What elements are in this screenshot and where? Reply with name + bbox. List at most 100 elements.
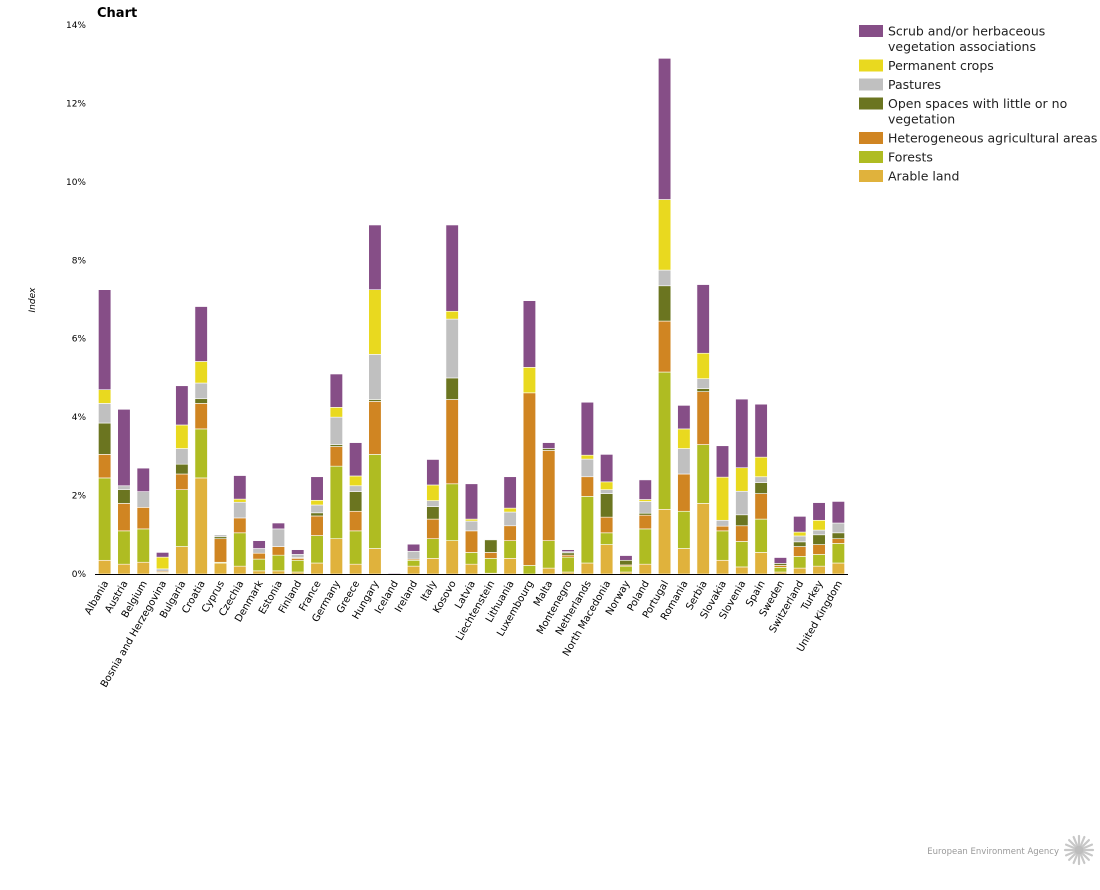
bar-albania-arable-land bbox=[98, 559, 112, 575]
bar-cyprus-heterogeneous-agricultural-areas bbox=[213, 538, 228, 563]
bar-hungary-forests bbox=[368, 454, 382, 549]
bar-belgium-scrub-and-or-herbaceous-vegetation-associations bbox=[136, 467, 150, 492]
bar-united-kingdom-open-spaces-with-little-or-no-vegetation bbox=[831, 532, 845, 540]
bar-poland-forests bbox=[638, 528, 652, 565]
bar-spain-heterogeneous-agricultural-areas bbox=[754, 493, 768, 520]
bar-bulgaria-arable-land bbox=[175, 546, 189, 575]
bar-france-scrub-and-or-herbaceous-vegetation-associations bbox=[310, 476, 324, 501]
bar-france-open-spaces-with-little-or-no-vegetation bbox=[310, 512, 324, 517]
bar-belgium-pastures bbox=[136, 491, 150, 508]
bar-stack-slovenia bbox=[735, 398, 749, 575]
bar-malta-arable-land bbox=[542, 567, 556, 575]
bar-poland-open-spaces-with-little-or-no-vegetation bbox=[638, 512, 652, 516]
bar-greece-forests bbox=[349, 530, 363, 565]
bar-latvia-scrub-and-or-herbaceous-vegetation-associations bbox=[464, 483, 479, 520]
bar-serbia-pastures bbox=[696, 378, 710, 389]
logo-ray bbox=[1081, 852, 1091, 862]
bar-liechtenstein-heterogeneous-agricultural-areas bbox=[484, 552, 498, 559]
bar-netherlands-permanent-crops bbox=[580, 454, 594, 460]
bar-stack-turkey bbox=[812, 502, 826, 575]
bar-stack-france bbox=[310, 476, 324, 575]
bar-czechia-arable-land bbox=[233, 565, 247, 575]
bar-bulgaria-pastures bbox=[175, 448, 189, 465]
bar-north-macedonia-permanent-crops bbox=[600, 481, 614, 490]
bar-stack-denmark bbox=[252, 540, 266, 575]
logo-ray bbox=[1064, 843, 1076, 850]
logo-ray bbox=[1079, 853, 1086, 865]
bar-slovakia-permanent-crops bbox=[715, 476, 730, 521]
bar-stack-austria bbox=[117, 408, 131, 575]
bar-spain-pastures bbox=[754, 476, 768, 483]
bar-slovenia-permanent-crops bbox=[735, 467, 749, 492]
legend-label: vegetation bbox=[888, 112, 955, 127]
bar-luxembourg-scrub-and-or-herbaceous-vegetation-associations bbox=[522, 300, 536, 368]
bar-portugal-scrub-and-or-herbaceous-vegetation-associations bbox=[658, 58, 672, 200]
bar-hungary-heterogeneous-agricultural-areas bbox=[368, 401, 382, 455]
bar-stack-north-macedonia bbox=[600, 454, 614, 575]
bar-netherlands-arable-land bbox=[580, 562, 594, 575]
bar-stack-liechtenstein bbox=[484, 539, 498, 575]
bar-slovenia-pastures bbox=[735, 490, 749, 516]
bar-italy-permanent-crops bbox=[426, 484, 440, 501]
bar-albania-forests bbox=[98, 477, 112, 561]
bar-hungary-pastures bbox=[368, 354, 382, 400]
legend-swatch bbox=[859, 59, 883, 72]
bar-malta-scrub-and-or-herbaceous-vegetation-associations bbox=[542, 442, 556, 449]
bar-stack-luxembourg bbox=[522, 300, 536, 575]
bar-germany-pastures bbox=[329, 416, 343, 445]
bar-stack-slovakia bbox=[715, 445, 730, 575]
bar-czechia-heterogeneous-agricultural-areas bbox=[233, 517, 247, 534]
bar-kosovo-open-spaces-with-little-or-no-vegetation bbox=[445, 377, 459, 400]
bar-norway-scrub-and-or-herbaceous-vegetation-associations bbox=[619, 555, 633, 561]
bar-luxembourg-heterogeneous-agricultural-areas bbox=[522, 392, 536, 566]
bar-lithuania-permanent-crops bbox=[503, 507, 517, 513]
bar-albania-scrub-and-or-herbaceous-vegetation-associations bbox=[98, 289, 112, 391]
bar-netherlands-heterogeneous-agricultural-areas bbox=[580, 476, 594, 497]
y-tick-label: 14% bbox=[66, 21, 86, 31]
chart-title: Chart bbox=[97, 6, 137, 21]
bar-bosnia-and-herzegovina-scrub-and-or-herbaceous-vegetation-associations bbox=[156, 552, 170, 558]
bar-estonia-heterogeneous-agricultural-areas bbox=[271, 546, 285, 556]
bar-north-macedonia-arable-land bbox=[600, 544, 614, 575]
bar-italy-arable-land bbox=[426, 558, 440, 575]
bar-france-permanent-crops bbox=[310, 499, 324, 506]
bar-portugal-arable-land bbox=[658, 508, 672, 575]
bar-stack-hungary bbox=[368, 224, 382, 575]
bar-turkey-forests bbox=[812, 554, 826, 567]
bar-switzerland-pastures bbox=[793, 535, 807, 543]
bar-spain-arable-land bbox=[754, 552, 768, 575]
bar-stack-bulgaria bbox=[175, 385, 189, 575]
bar-serbia-forests bbox=[696, 444, 710, 504]
bar-italy-pastures bbox=[426, 500, 440, 507]
bar-latvia-arable-land bbox=[464, 563, 479, 575]
bar-kosovo-scrub-and-or-herbaceous-vegetation-associations bbox=[445, 224, 459, 312]
bar-romania-pastures bbox=[677, 448, 691, 475]
bar-poland-scrub-and-or-herbaceous-vegetation-associations bbox=[638, 479, 652, 500]
bar-croatia-open-spaces-with-little-or-no-vegetation bbox=[194, 398, 208, 404]
bar-greece-pastures bbox=[349, 485, 363, 492]
bar-turkey-arable-land bbox=[812, 565, 826, 575]
bar-croatia-permanent-crops bbox=[194, 361, 208, 384]
bar-austria-forests bbox=[117, 530, 131, 565]
y-tick-label: 4% bbox=[72, 413, 87, 423]
bar-czechia-pastures bbox=[233, 501, 247, 519]
bar-germany-scrub-and-or-herbaceous-vegetation-associations bbox=[329, 373, 343, 408]
bar-slovenia-scrub-and-or-herbaceous-vegetation-associations bbox=[735, 398, 749, 469]
bar-slovakia-heterogeneous-agricultural-areas bbox=[715, 525, 730, 532]
bar-stack-sweden bbox=[773, 557, 787, 575]
bar-hungary-permanent-crops bbox=[368, 289, 382, 355]
bar-slovenia-heterogeneous-agricultural-areas bbox=[735, 525, 749, 542]
bar-croatia-pastures bbox=[194, 382, 208, 400]
bar-italy-open-spaces-with-little-or-no-vegetation bbox=[426, 506, 440, 520]
bar-luxembourg-forests bbox=[522, 565, 536, 575]
bar-cyprus-arable-land bbox=[213, 562, 228, 575]
bar-turkey-scrub-and-or-herbaceous-vegetation-associations bbox=[812, 502, 826, 521]
bar-greece-scrub-and-or-herbaceous-vegetation-associations bbox=[349, 442, 363, 477]
bar-greece-arable-land bbox=[349, 563, 363, 575]
bar-serbia-heterogeneous-agricultural-areas bbox=[696, 391, 710, 445]
bar-stack-portugal bbox=[658, 58, 672, 575]
eea-footer-text: European Environment Agency bbox=[927, 847, 1059, 857]
bar-montenegro-scrub-and-or-herbaceous-vegetation-associations bbox=[561, 549, 575, 552]
